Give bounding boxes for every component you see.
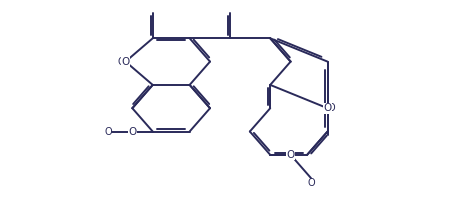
Text: O: O: [121, 57, 130, 67]
Text: O: O: [128, 126, 136, 137]
Text: O: O: [324, 103, 332, 113]
Text: O: O: [307, 178, 315, 188]
Text: O: O: [287, 150, 295, 160]
Text: O: O: [118, 57, 126, 67]
Text: O: O: [328, 103, 335, 113]
Text: O: O: [104, 126, 112, 137]
